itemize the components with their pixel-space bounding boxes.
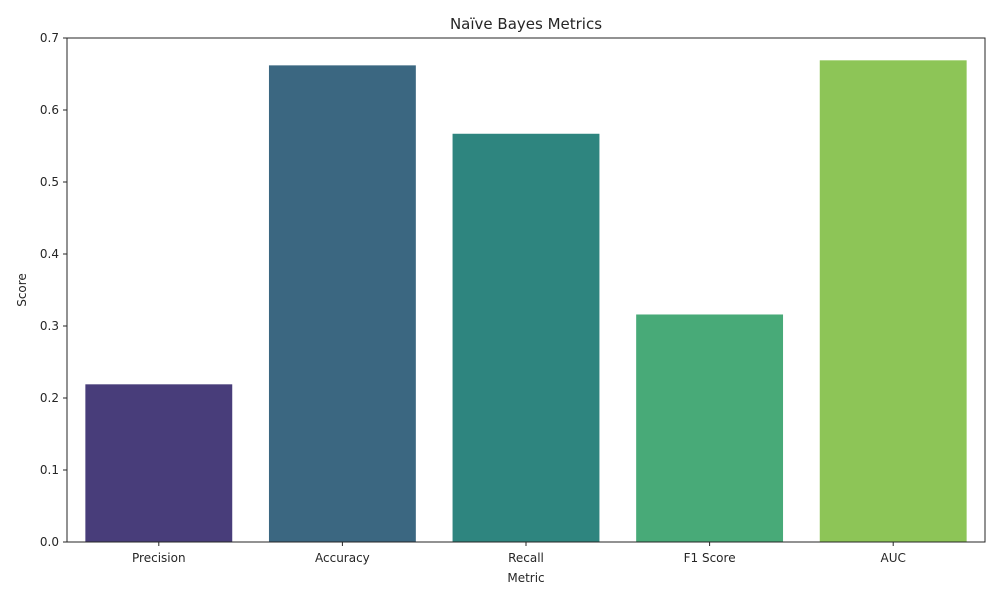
- bar-f1-score: [636, 314, 784, 542]
- y-tick-label: 0.4: [40, 247, 59, 261]
- y-tick-label: 0.7: [40, 31, 59, 45]
- y-axis-label: Score: [15, 273, 29, 307]
- x-tick-label: Accuracy: [315, 551, 370, 565]
- chart-title: Naïve Bayes Metrics: [450, 15, 602, 33]
- y-tick-label: 0.6: [40, 103, 59, 117]
- y-tick-label: 0.3: [40, 319, 59, 333]
- y-axis-ticks: 0.0 0.1 0.2 0.3 0.4 0.5 0.6 0.7: [40, 31, 67, 549]
- x-axis-label: Metric: [507, 571, 544, 585]
- bar-accuracy: [268, 65, 416, 543]
- x-tick-label: AUC: [881, 551, 906, 565]
- x-axis-ticks: Precision Accuracy Recall F1 Score AUC: [132, 542, 906, 565]
- y-tick-label: 0.5: [40, 175, 59, 189]
- y-tick-label: 0.2: [40, 391, 59, 405]
- plot-frame: [66, 37, 986, 543]
- y-tick-label: 0.0: [40, 535, 59, 549]
- bar-precision: [85, 384, 233, 542]
- x-tick-label: Recall: [508, 551, 544, 565]
- bar-recall: [452, 133, 600, 542]
- x-tick-label: F1 Score: [684, 551, 736, 565]
- bars-group: [85, 60, 967, 543]
- x-tick-label: Precision: [132, 551, 186, 565]
- bar-auc: [819, 60, 967, 542]
- y-tick-label: 0.1: [40, 463, 59, 477]
